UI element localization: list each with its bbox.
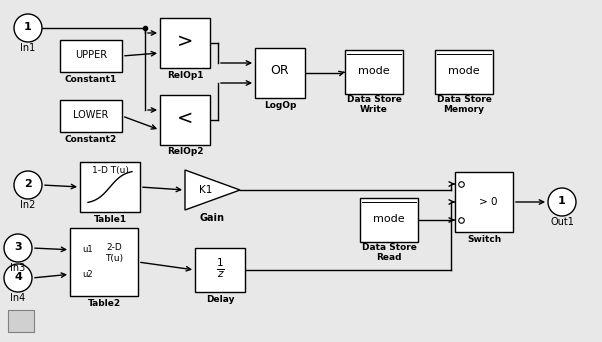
Bar bbox=[360, 198, 418, 242]
Text: Data Store: Data Store bbox=[362, 244, 417, 252]
Circle shape bbox=[14, 14, 42, 42]
Text: u1: u1 bbox=[82, 245, 93, 254]
Text: In3: In3 bbox=[10, 263, 26, 273]
Text: Data Store: Data Store bbox=[436, 95, 491, 105]
Bar bbox=[455, 172, 513, 232]
Text: Read: Read bbox=[376, 252, 402, 262]
Bar bbox=[195, 248, 245, 292]
Text: In2: In2 bbox=[20, 200, 36, 210]
Text: Constant1: Constant1 bbox=[65, 75, 117, 83]
Bar bbox=[160, 18, 210, 68]
Bar bbox=[70, 228, 138, 296]
Bar bbox=[60, 100, 122, 132]
Text: Switch: Switch bbox=[467, 236, 501, 245]
Text: > 0: > 0 bbox=[479, 197, 497, 207]
Text: Constant2: Constant2 bbox=[65, 134, 117, 144]
Text: mode: mode bbox=[373, 214, 405, 224]
Polygon shape bbox=[185, 170, 240, 210]
Bar bbox=[60, 40, 122, 72]
Circle shape bbox=[548, 188, 576, 216]
Text: Data Store: Data Store bbox=[347, 95, 402, 105]
Text: mode: mode bbox=[358, 66, 390, 76]
Circle shape bbox=[4, 264, 32, 292]
Text: Table1: Table1 bbox=[93, 215, 126, 224]
Text: Gain: Gain bbox=[200, 213, 225, 223]
Text: 1: 1 bbox=[24, 22, 32, 32]
Text: OR: OR bbox=[271, 65, 290, 78]
Text: In4: In4 bbox=[10, 293, 26, 303]
Bar bbox=[435, 50, 493, 94]
Text: mode: mode bbox=[448, 66, 480, 76]
Text: 1: 1 bbox=[558, 196, 566, 206]
Bar bbox=[8, 310, 34, 332]
Text: UPPER: UPPER bbox=[75, 50, 107, 60]
Text: RelOp2: RelOp2 bbox=[167, 147, 203, 157]
Text: 1-D T(u): 1-D T(u) bbox=[92, 166, 128, 174]
Text: 3: 3 bbox=[14, 242, 22, 252]
Text: 2-D: 2-D bbox=[107, 242, 122, 251]
Text: Write: Write bbox=[360, 105, 388, 114]
Text: Delay: Delay bbox=[206, 295, 234, 304]
Text: LogOp: LogOp bbox=[264, 101, 296, 109]
Text: u2: u2 bbox=[82, 270, 93, 279]
Circle shape bbox=[14, 171, 42, 199]
Text: LOWER: LOWER bbox=[73, 110, 109, 120]
Text: K1: K1 bbox=[199, 185, 213, 195]
Text: Out1: Out1 bbox=[550, 217, 574, 227]
Text: T(u): T(u) bbox=[105, 254, 123, 263]
Text: Memory: Memory bbox=[444, 105, 485, 114]
Text: <: < bbox=[177, 108, 193, 128]
Bar bbox=[345, 50, 403, 94]
Bar bbox=[160, 95, 210, 145]
Text: $\frac{1}{z}$: $\frac{1}{z}$ bbox=[216, 256, 225, 280]
Bar bbox=[255, 48, 305, 98]
Text: 4: 4 bbox=[14, 272, 22, 282]
Bar bbox=[80, 162, 140, 212]
Text: RelOp1: RelOp1 bbox=[167, 70, 203, 79]
Text: >: > bbox=[177, 31, 193, 51]
Text: In1: In1 bbox=[20, 43, 36, 53]
Circle shape bbox=[4, 234, 32, 262]
Text: Table2: Table2 bbox=[87, 300, 120, 308]
Text: 2: 2 bbox=[24, 179, 32, 189]
